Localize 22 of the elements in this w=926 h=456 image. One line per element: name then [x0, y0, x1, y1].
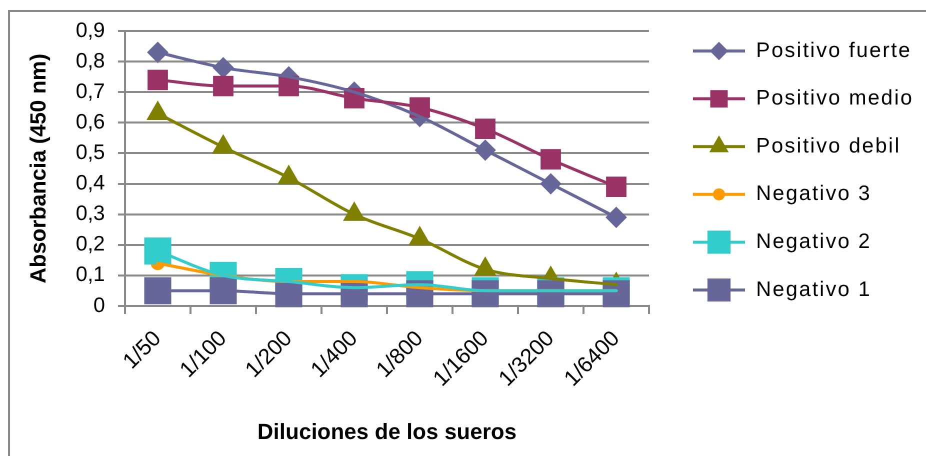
- y-tick-label: 0,5: [76, 141, 105, 164]
- y-tick-label: 0,9: [76, 18, 105, 42]
- point: [144, 237, 172, 265]
- legend-label: Positivo debil: [756, 134, 901, 158]
- legend-label: Negativo 1: [756, 278, 872, 301]
- y-tick-label: 0,4: [76, 172, 106, 195]
- point: [144, 277, 172, 304]
- x-axis-title: Diluciones de los sueros: [257, 418, 517, 444]
- legend-label: Positivo fuerte: [756, 38, 912, 62]
- y-tick-label: 0,6: [76, 110, 105, 134]
- y-tick-label: 0,1: [76, 263, 105, 286]
- y-axis-title: Absorbancia (450 nm): [25, 54, 50, 284]
- y-tick-label: 0,8: [76, 49, 105, 72]
- legend-label: Negativo 2: [756, 230, 872, 253]
- legend-label: Positivo medio: [756, 86, 914, 110]
- legend-label: Negativo 3: [756, 182, 872, 206]
- y-tick-label: 0: [93, 294, 105, 317]
- point: [606, 176, 626, 198]
- point: [148, 70, 168, 90]
- y-tick-label: 0,7: [76, 80, 105, 103]
- y-tick-label: 0,3: [76, 202, 105, 226]
- y-tick-label: 0,2: [76, 232, 105, 256]
